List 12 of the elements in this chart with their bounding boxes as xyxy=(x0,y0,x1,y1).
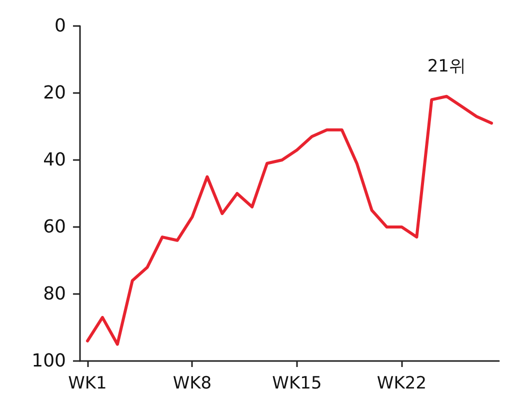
y-tick-label: 60 xyxy=(43,216,66,238)
x-tick-label: WK15 xyxy=(272,374,322,394)
x-tick-label: WK8 xyxy=(172,374,212,394)
y-tick-label: 0 xyxy=(54,16,66,36)
line-series xyxy=(86,94,494,346)
y-tick-label: 20 xyxy=(43,82,66,104)
y-tick-label: 100 xyxy=(32,350,66,372)
y-tick-label: 40 xyxy=(43,150,66,170)
x-tick-label: WK22 xyxy=(376,374,427,394)
x-tick-label: WK1 xyxy=(68,374,107,394)
annotation: 21위 xyxy=(427,56,466,76)
y-tick-label: 80 xyxy=(43,284,66,304)
